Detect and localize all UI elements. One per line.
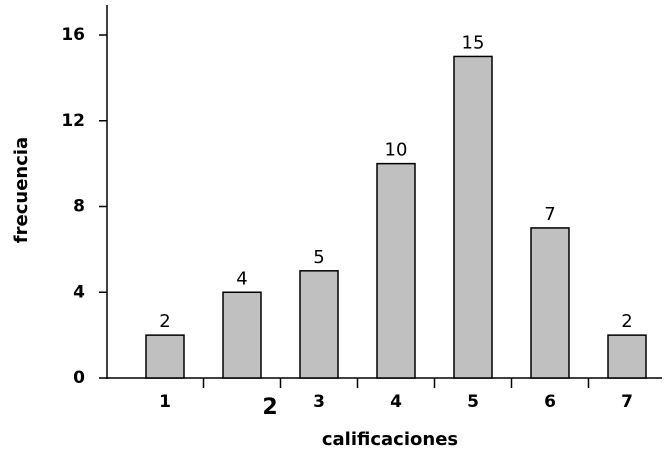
- x-tick-label: 7: [621, 392, 633, 412]
- bar: [299, 270, 339, 379]
- value-label: 2: [621, 311, 632, 332]
- value-label: 15: [462, 32, 485, 53]
- value-label: 10: [385, 140, 408, 161]
- x-tick-label: 6: [544, 392, 556, 412]
- bar: [453, 55, 493, 379]
- y-tick-label: 0: [73, 368, 85, 388]
- bar: [530, 227, 570, 379]
- bar: [376, 162, 416, 379]
- value-label: 4: [236, 268, 247, 289]
- x-tick-label: 2: [262, 395, 277, 420]
- x-axis-label: calificaciones: [322, 429, 458, 450]
- x-tick-label: 4: [390, 392, 402, 412]
- y-tick-label: 4: [73, 282, 85, 302]
- y-tick-label: 12: [61, 111, 85, 131]
- value-label: 5: [313, 247, 324, 268]
- bar: [145, 334, 185, 379]
- x-tick-label: 1: [159, 392, 171, 412]
- bar: [222, 291, 262, 379]
- y-tick-label: 8: [73, 197, 85, 217]
- bar: [607, 334, 647, 379]
- x-tick-label: 5: [467, 392, 479, 412]
- y-axis-label: frecuencia: [11, 137, 32, 243]
- x-tick-label: 3: [313, 392, 325, 412]
- y-tick-label: 16: [61, 25, 85, 45]
- value-label: 7: [544, 204, 555, 225]
- value-label: 2: [159, 311, 170, 332]
